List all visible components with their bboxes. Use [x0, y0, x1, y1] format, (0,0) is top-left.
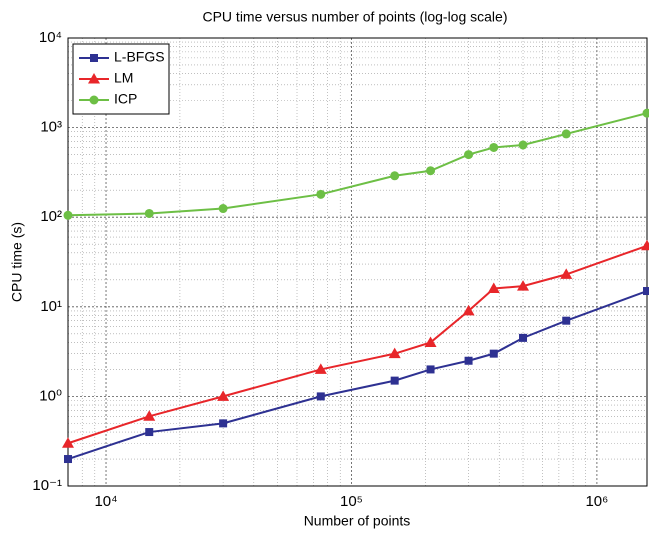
legend-label: L-BFGS [114, 49, 165, 65]
y-tick-label: 10³ [40, 119, 62, 136]
marker [464, 356, 473, 365]
legend-label: ICP [114, 91, 137, 107]
plot-frame [67, 37, 648, 487]
y-tick-label: 10² [40, 208, 62, 225]
marker [145, 428, 154, 437]
marker [314, 363, 327, 374]
marker [64, 455, 72, 464]
marker [316, 189, 326, 199]
marker [90, 54, 98, 62]
marker [219, 419, 228, 428]
marker [489, 349, 498, 358]
marker [218, 204, 228, 214]
marker [643, 287, 649, 296]
marker [561, 129, 571, 139]
marker [388, 347, 401, 359]
x-tick-label: 10⁴ [94, 493, 117, 510]
marker [143, 410, 156, 421]
marker [517, 280, 530, 291]
legend: L-BFGS LM ICP [72, 43, 170, 115]
marker [518, 140, 528, 150]
marker [144, 208, 154, 218]
marker [217, 390, 230, 401]
marker [62, 437, 74, 448]
marker [487, 282, 500, 294]
marker [316, 392, 325, 401]
marker [464, 150, 474, 160]
legend-label: LM [114, 70, 133, 86]
marker [426, 166, 436, 176]
chart-title: CPU time versus number of points (log-lo… [202, 9, 507, 25]
marker [560, 268, 573, 279]
y-axis-label: CPU time (s) [9, 222, 25, 302]
marker [519, 333, 528, 342]
marker [489, 142, 499, 152]
marker [88, 73, 100, 84]
y-tick-label: 10⁻¹ [32, 477, 62, 494]
marker [390, 376, 399, 385]
y-tick-label: 10⁰ [39, 387, 62, 404]
y-tick-label: 10⁴ [39, 29, 62, 46]
marker [641, 239, 649, 251]
marker [390, 171, 400, 181]
x-axis-label: Number of points [304, 513, 411, 529]
marker [63, 210, 73, 220]
marker [562, 316, 571, 325]
marker [642, 108, 649, 118]
marker [462, 304, 475, 316]
marker [89, 95, 99, 105]
y-tick-label: 10¹ [40, 298, 62, 315]
marker [424, 336, 437, 347]
x-tick-label: 10⁵ [340, 493, 363, 510]
marker [426, 365, 435, 374]
x-tick-label: 10⁶ [585, 493, 608, 510]
